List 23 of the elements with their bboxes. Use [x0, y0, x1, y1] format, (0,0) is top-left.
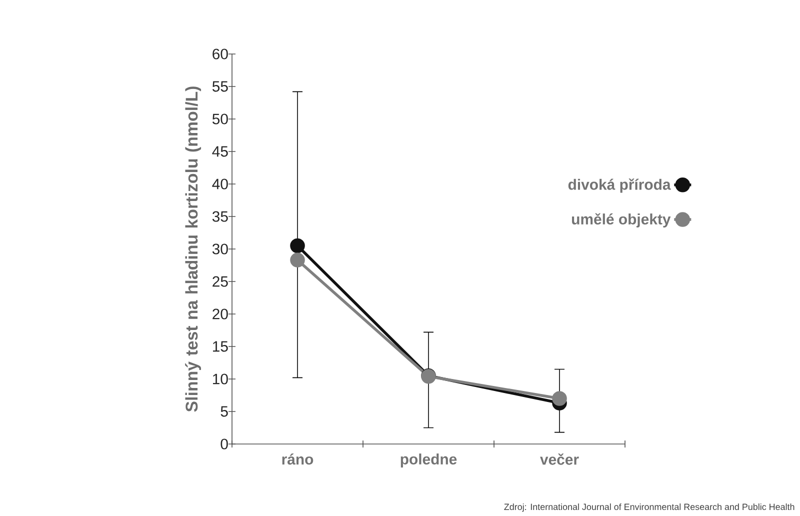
y-tick-label: 45 — [212, 146, 228, 157]
y-tick-label: 25 — [212, 276, 228, 287]
y-tick-label: 30 — [212, 244, 228, 254]
y-tick-label: 60 — [212, 48, 228, 60]
point — [552, 391, 567, 406]
y-tick-label: 35 — [212, 211, 228, 222]
y-axis-title: Slinný test na hladinu kortizolu (nmol/L) — [185, 86, 202, 412]
y-tick-label: 10 — [213, 374, 228, 384]
y-tick-label: 15 — [213, 341, 228, 352]
legend-label: umělé objekty — [572, 213, 671, 228]
point — [290, 238, 305, 254]
y-tick-label: 20 — [212, 308, 228, 320]
y-tick-label: 5 — [220, 406, 228, 417]
y-tick-label: 0 — [220, 438, 228, 450]
x-tick-label: večer — [540, 454, 579, 465]
point — [290, 252, 305, 268]
x-tick-label: ráno — [282, 454, 314, 465]
legend-label: divoká příroda — [568, 178, 671, 193]
x-tick-label: poledne — [400, 454, 457, 468]
text: Zdroj: International Journal of Environmental Research and Public Health — [504, 503, 794, 512]
y-tick-label: 55 — [212, 81, 228, 92]
y-tick-label: 40 — [212, 178, 228, 190]
y-tick-label: 50 — [212, 114, 228, 124]
